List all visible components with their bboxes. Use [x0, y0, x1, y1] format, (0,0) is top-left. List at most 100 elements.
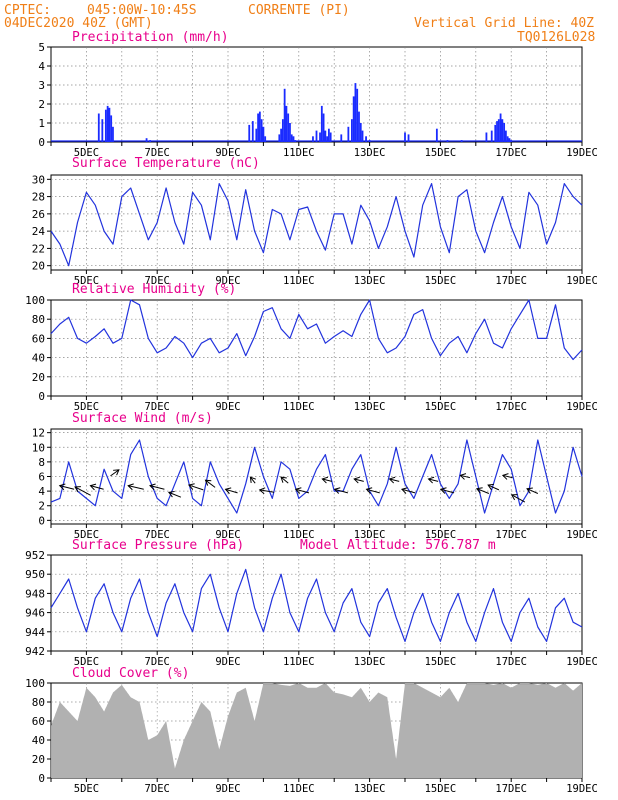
station-place: CORRENTE (PI) — [248, 3, 350, 18]
precip-bar — [359, 123, 362, 142]
y-tick-label: 12 — [32, 427, 45, 440]
y-tick-label: 20 — [32, 260, 45, 273]
wind-vector-head — [353, 476, 360, 484]
precip-bar — [110, 115, 113, 142]
x-tick-label: 7DEC — [145, 275, 170, 287]
y-tick-label: 950 — [25, 568, 45, 581]
precip-bar — [281, 119, 284, 142]
y-tick-label: 948 — [25, 587, 45, 600]
wind-vector — [476, 488, 490, 494]
x-tick-label: 11DEC — [283, 783, 315, 795]
x-tick-label: 17DEC — [495, 656, 527, 668]
precip-bar — [258, 111, 261, 142]
precip-bar — [354, 83, 357, 142]
cloud-area — [51, 683, 582, 778]
x-tick-label: 11DEC — [283, 401, 315, 413]
wind-vector — [526, 488, 539, 494]
y-tick-label: 0 — [38, 390, 45, 403]
series-line — [50, 183, 583, 267]
wind-vector — [511, 494, 526, 503]
panel-title: Surface Temperature (nC) — [72, 156, 260, 171]
panel-title: Precipitation (mm/h) — [72, 30, 229, 45]
y-tick-label: 80 — [32, 313, 45, 326]
panel-title: Surface Pressure (hPa) — [72, 538, 244, 553]
wind-vector — [502, 474, 513, 479]
wind-vector — [322, 478, 333, 482]
precip-bar — [340, 134, 343, 142]
y-tick-label: 0 — [38, 514, 45, 527]
wind-vector — [389, 478, 400, 482]
wind-vector — [440, 488, 455, 494]
wind-vector-head — [501, 473, 509, 480]
x-tick-label: 19DEC — [566, 783, 598, 795]
precip-bar — [104, 109, 107, 142]
wind-vector — [401, 488, 416, 494]
x-tick-label: 13DEC — [354, 275, 386, 287]
x-tick-label: 5DEC — [74, 783, 99, 795]
y-tick-label: 3 — [38, 79, 45, 92]
precip-bar — [503, 123, 506, 142]
x-tick-label: 9DEC — [215, 783, 240, 795]
wind-vector — [295, 488, 310, 494]
panel-title: Cloud Cover (%) — [72, 666, 189, 681]
precip-bar — [404, 132, 406, 142]
precip-bar — [407, 134, 410, 142]
wind-vector-head — [89, 483, 97, 491]
y-tick-label: 2 — [38, 98, 45, 111]
precip-bar — [285, 105, 288, 142]
x-tick-label: 15DEC — [425, 783, 457, 795]
precip-bar — [112, 126, 114, 142]
precip-bar — [351, 119, 353, 142]
panel-title: Surface Wind (m/s) — [72, 411, 213, 426]
precip-bar — [106, 105, 109, 142]
wind-vector — [74, 486, 91, 496]
precip-bar — [347, 126, 350, 142]
x-tick-label: 17DEC — [495, 401, 527, 413]
panel-frame — [50, 554, 583, 652]
wind-vector — [487, 484, 500, 491]
grid-note: Vertical Grid Line: 40Z — [414, 16, 594, 31]
precip-bar — [97, 113, 100, 142]
precip-bar — [494, 124, 497, 142]
wind-vector-head — [439, 487, 447, 494]
x-tick-label: 7DEC — [145, 783, 170, 795]
model-code: TQ0126L028 — [517, 30, 595, 45]
y-tick-label: 5 — [38, 41, 45, 54]
x-tick-label: 15DEC — [425, 401, 457, 413]
x-tick-label: 13DEC — [354, 147, 386, 159]
precip-bar — [352, 96, 355, 142]
y-tick-label: 8 — [38, 456, 45, 469]
x-tick-label: 17DEC — [495, 529, 527, 541]
x-tick-label: 9DEC — [215, 401, 240, 413]
precip-bar — [278, 134, 281, 142]
y-tick-label: 30 — [32, 173, 45, 186]
wind-vector-head — [401, 487, 408, 494]
precip-bar — [361, 130, 364, 142]
wind-vector-head — [510, 494, 518, 501]
precip-bar — [108, 107, 111, 142]
precip-bar — [290, 134, 293, 142]
precip-bar — [324, 130, 327, 142]
precip-bar — [101, 119, 104, 142]
x-tick-label: 11DEC — [283, 529, 315, 541]
x-tick-label: 13DEC — [354, 656, 386, 668]
y-tick-label: 60 — [32, 715, 45, 728]
wind-vector — [205, 479, 216, 488]
wind-vector-head — [149, 483, 156, 491]
wind-vector-head — [224, 487, 232, 494]
x-tick-label: 13DEC — [354, 401, 386, 413]
wind-vector — [354, 478, 364, 482]
model-altitude: Model Altitude: 576.787 m — [300, 538, 496, 553]
y-tick-label: 80 — [32, 696, 45, 709]
wind-vector-head — [74, 486, 81, 493]
panel-frame — [50, 46, 583, 143]
y-tick-label: 946 — [25, 607, 45, 620]
wind-vector — [334, 488, 349, 494]
wind-vector — [366, 488, 380, 494]
x-tick-label: 9DEC — [215, 529, 240, 541]
y-tick-label: 22 — [32, 242, 45, 255]
y-tick-label: 28 — [32, 191, 45, 204]
y-tick-label: 100 — [25, 677, 45, 690]
x-tick-label: 13DEC — [354, 529, 386, 541]
wind-vector — [128, 485, 144, 490]
